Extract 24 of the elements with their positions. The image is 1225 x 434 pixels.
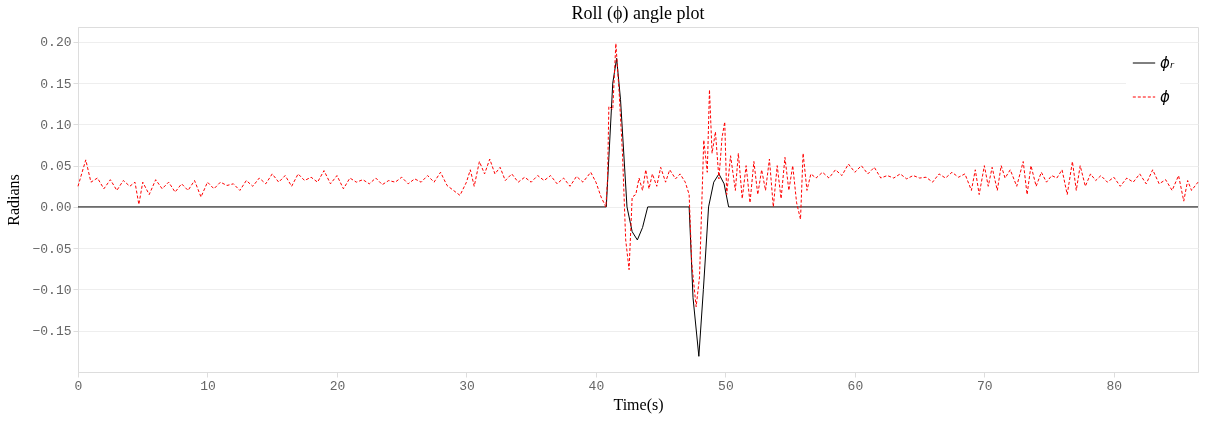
x-tick-label: 10 xyxy=(200,378,216,394)
line-series xyxy=(77,43,1199,308)
chart-title: Roll (ϕ) angle plot xyxy=(571,3,705,24)
y-tick-label: 0.10 xyxy=(40,117,72,133)
legend-label: ϕ xyxy=(1160,88,1170,106)
x-tick-label: 50 xyxy=(718,378,734,394)
x-tick-label: 40 xyxy=(588,378,605,394)
y-tick-label: 0.20 xyxy=(40,35,72,51)
x-tick-label: 20 xyxy=(329,378,346,394)
x-tick-label: 0 xyxy=(74,378,83,394)
x-tick-label: 70 xyxy=(977,378,993,394)
x-tick-label: 80 xyxy=(1106,378,1123,394)
x-tick-label: 60 xyxy=(847,378,864,394)
x-axis-title: Time(s) xyxy=(613,395,664,414)
y-axis-title: Radians xyxy=(5,174,23,226)
legend-label: ϕᵣ xyxy=(1160,54,1175,72)
x-tick-label: 30 xyxy=(459,378,475,394)
y-tick-label: 0.05 xyxy=(40,159,72,175)
y-tick-label: −0.05 xyxy=(32,241,72,257)
y-tick-label: 0.00 xyxy=(40,200,72,216)
y-tick-label: 0.15 xyxy=(40,76,72,92)
y-tick-label: −0.10 xyxy=(32,282,72,298)
y-tick-label: −0.15 xyxy=(32,324,72,340)
line-series xyxy=(77,57,1199,357)
